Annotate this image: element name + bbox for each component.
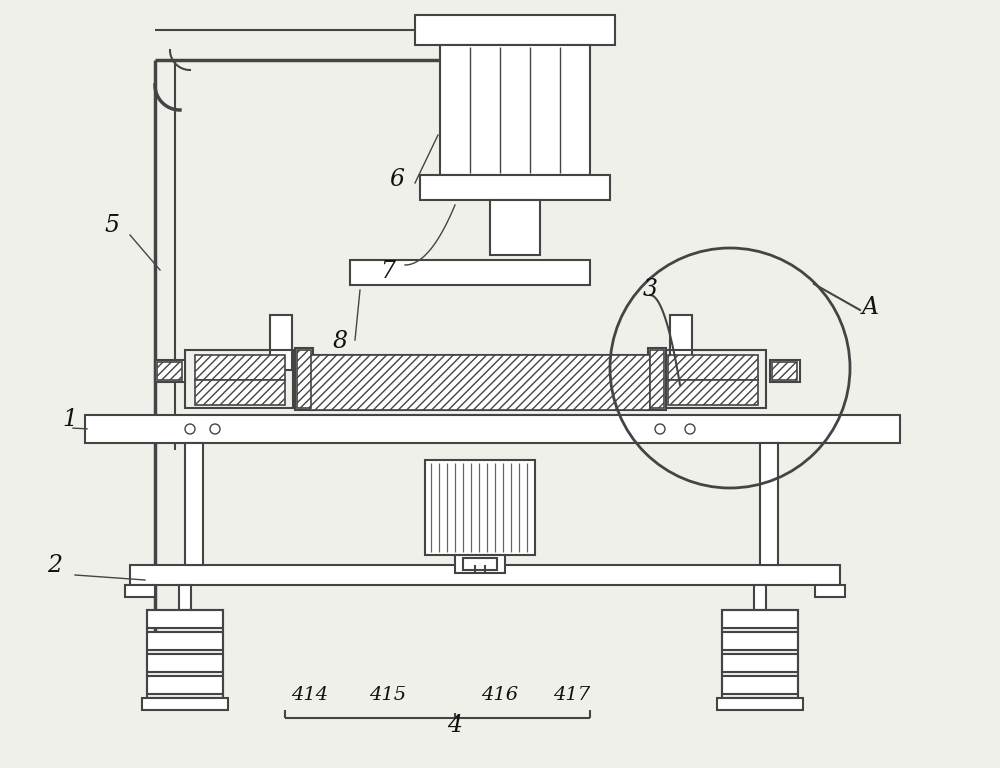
Bar (155, 360, 185, 382)
Text: 414: 414 (291, 686, 329, 704)
Bar (157, 362, 182, 380)
Bar (185, 443, 203, 565)
Text: 1: 1 (62, 409, 78, 432)
Text: 417: 417 (553, 686, 591, 704)
Bar (310, 355, 650, 410)
Bar (815, 585, 845, 597)
Bar (722, 654, 798, 672)
Text: 7: 7 (380, 260, 396, 283)
Text: 8: 8 (332, 330, 348, 353)
Bar (147, 610, 223, 628)
Text: 416: 416 (481, 686, 519, 704)
Bar (297, 350, 311, 408)
Bar (195, 355, 285, 380)
Bar (179, 585, 191, 610)
Bar (658, 350, 766, 408)
Circle shape (685, 424, 695, 434)
Bar (270, 315, 292, 370)
Bar (350, 260, 590, 285)
Text: 4: 4 (448, 713, 462, 737)
Bar (754, 585, 766, 610)
Bar (668, 355, 758, 380)
Bar (722, 610, 798, 698)
Bar (440, 45, 590, 175)
Text: 6: 6 (390, 168, 404, 191)
Bar (650, 350, 664, 408)
Bar (147, 632, 223, 650)
Bar (668, 380, 758, 405)
Bar (722, 676, 798, 694)
Text: A: A (862, 296, 879, 319)
Circle shape (655, 424, 665, 434)
Bar (670, 315, 692, 370)
Text: 5: 5 (104, 214, 120, 237)
Bar (772, 362, 797, 380)
Bar (770, 360, 800, 382)
Text: 3: 3 (642, 279, 658, 302)
Bar (185, 350, 293, 408)
Bar (85, 415, 900, 443)
Bar (490, 200, 540, 255)
Bar (310, 355, 650, 410)
Circle shape (185, 424, 195, 434)
Bar (295, 348, 313, 410)
Text: 2: 2 (48, 554, 62, 577)
Bar (147, 654, 223, 672)
Bar (717, 698, 803, 710)
Bar (147, 676, 223, 694)
Bar (147, 610, 223, 698)
Text: 415: 415 (369, 686, 407, 704)
Bar (425, 460, 535, 555)
Circle shape (210, 424, 220, 434)
Bar (648, 348, 666, 410)
Bar (722, 632, 798, 650)
Bar (722, 610, 798, 628)
Bar (125, 585, 155, 597)
Bar (420, 175, 610, 200)
Bar (455, 555, 505, 573)
Bar (195, 380, 285, 405)
Bar (463, 558, 497, 570)
Bar (415, 15, 615, 45)
Bar (130, 565, 840, 585)
Bar (142, 698, 228, 710)
Bar (760, 443, 778, 565)
